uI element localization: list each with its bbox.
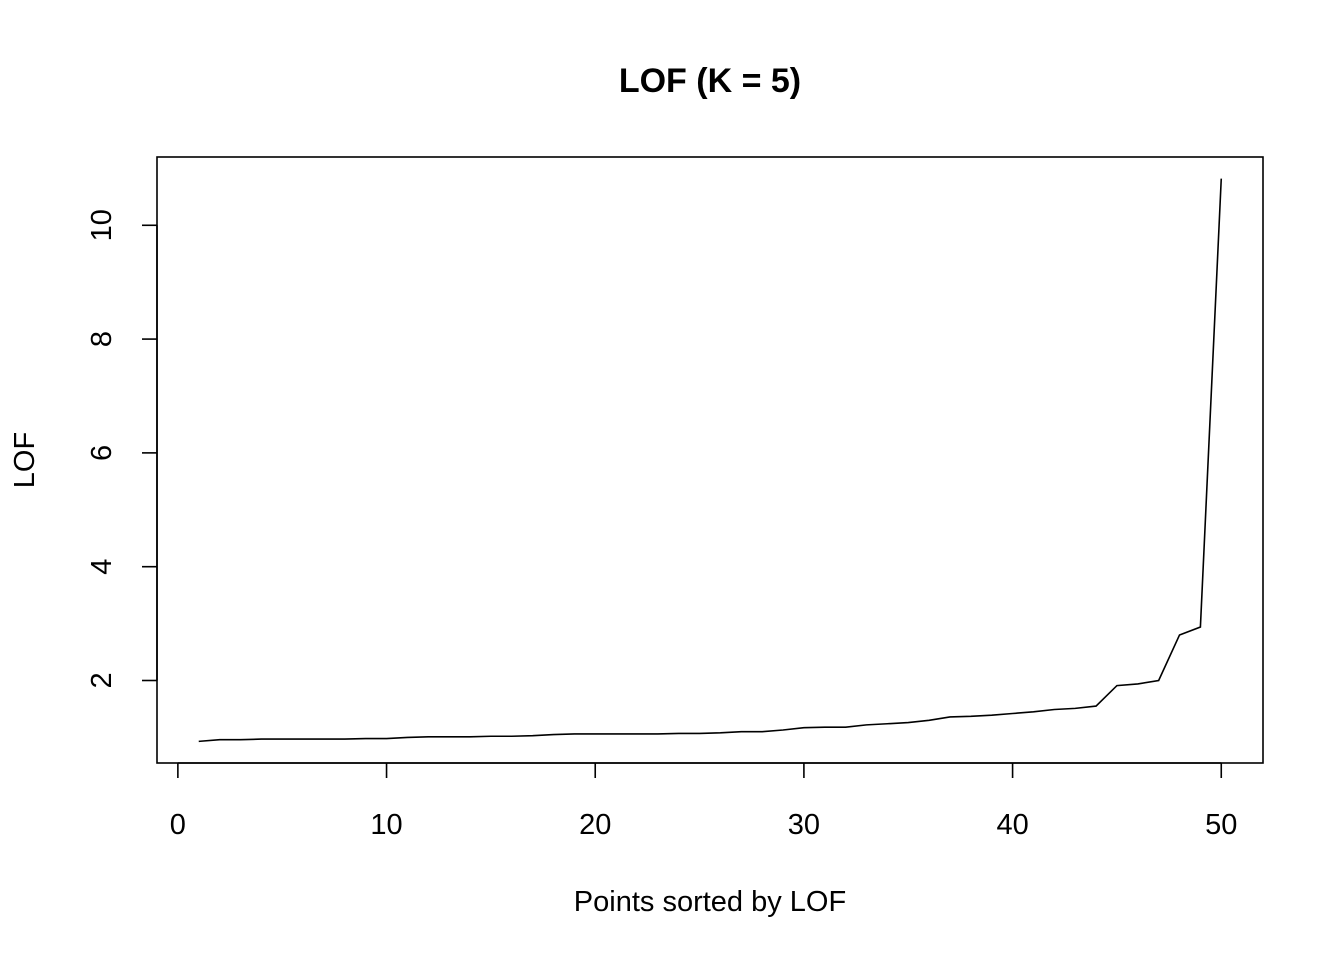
y-tick-label: 4 — [86, 559, 118, 575]
x-tick-label: 0 — [170, 809, 186, 841]
x-tick-label: 10 — [370, 809, 402, 841]
y-tick-label: 10 — [86, 209, 118, 241]
y-tick-label: 2 — [86, 672, 118, 688]
lof-series-line — [198, 178, 1223, 743]
x-tick-label: 40 — [996, 809, 1028, 841]
y-axis-label: LOF — [9, 432, 41, 488]
x-tick-label: 50 — [1205, 809, 1237, 841]
x-tick-label: 30 — [788, 809, 820, 841]
y-tick-label: 6 — [86, 445, 118, 461]
chart-title: LOF (K = 5) — [619, 62, 801, 100]
x-tick-label: 20 — [579, 809, 611, 841]
x-axis-label: Points sorted by LOF — [574, 886, 846, 918]
x-axis: 0 10 20 30 40 50 — [170, 762, 1237, 841]
y-tick-label: 8 — [86, 331, 118, 347]
plot-frame — [156, 156, 1264, 764]
y-axis: 2 4 6 8 10 — [86, 209, 158, 689]
